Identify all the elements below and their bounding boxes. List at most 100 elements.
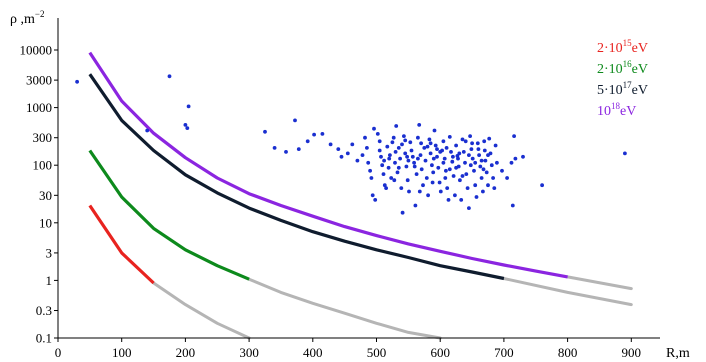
scatter-point [390, 140, 395, 145]
scatter-point [447, 167, 452, 172]
scatter-point [382, 183, 387, 188]
scatter-point [441, 160, 446, 165]
series-2-extrapolation [247, 277, 442, 340]
scatter-point [363, 135, 367, 140]
scatter-point [408, 140, 413, 145]
scatter-point [145, 128, 150, 133]
scatter-point [272, 146, 277, 150]
scatter-point [400, 142, 404, 147]
scatter-point [407, 189, 411, 194]
scatter-point [474, 195, 479, 199]
scatter-point [380, 163, 385, 168]
scatter-point [468, 163, 473, 168]
scatter-point [382, 158, 386, 163]
scatter-point [492, 186, 497, 191]
y-tick-label: 300 [33, 130, 53, 145]
scatter-point [312, 132, 316, 137]
legend-entry: 2·1015eV [597, 38, 648, 56]
scatter-point [396, 165, 401, 170]
scatter-point [377, 139, 382, 144]
scatter-point [423, 158, 428, 163]
y-tick-label: 0.3 [36, 303, 52, 318]
scatter-point [431, 156, 436, 161]
scatter-point [428, 151, 433, 156]
x-axis-title: R,m [666, 346, 690, 361]
scatter-point [422, 146, 427, 150]
scatter-point [395, 170, 400, 175]
scatter-point [477, 153, 481, 158]
scatter-point [438, 150, 443, 154]
scatter-point [479, 176, 484, 180]
scatter-point [459, 198, 464, 202]
scatter-point [540, 183, 544, 188]
scatter-point [413, 203, 418, 208]
scatter-point [431, 170, 436, 175]
scatter-point [403, 151, 408, 156]
scatter-point [379, 154, 383, 159]
scatter-point [388, 153, 392, 158]
scatter-point [284, 150, 288, 154]
scatter-point [399, 186, 404, 191]
scatter-point [461, 150, 466, 154]
scatter-point [419, 141, 423, 146]
y-axis-title: ρ ,m−2 [10, 9, 44, 27]
scatter-point [453, 193, 457, 198]
scatter-point [320, 132, 325, 136]
scatter-point [463, 139, 468, 144]
scatter-point [417, 123, 422, 127]
scatter-point [483, 158, 488, 163]
scatter-point [400, 210, 405, 215]
scatter-point [623, 151, 627, 156]
scatter-point [472, 168, 476, 173]
scatter-point [402, 134, 406, 139]
scatter-point [445, 186, 450, 191]
scatter-point [500, 168, 504, 173]
scatter-point [369, 176, 374, 180]
scatter-point [441, 139, 446, 144]
series-3-line [88, 73, 505, 281]
legend: 2·1015eV 2·1016eV 5·1017eV 1018eV [597, 38, 648, 119]
x-tick-label: 600 [430, 345, 450, 360]
plot-layer [75, 51, 633, 340]
y-tick-label: 10 [39, 215, 52, 230]
scatter-point [404, 164, 409, 169]
scatter-point [384, 186, 388, 191]
scatter-point [416, 156, 420, 161]
y-tick-label: 30 [39, 188, 52, 203]
scatter-point [433, 143, 438, 148]
scatter-point [328, 142, 333, 147]
scatter-point [396, 146, 401, 150]
scatter-point [446, 198, 451, 202]
scatter-point [360, 153, 365, 158]
series-4-extrapolation [566, 275, 633, 291]
y-tick-label: 100 [33, 158, 53, 173]
scatter-point [484, 170, 489, 175]
scatter-point [456, 156, 460, 161]
scatter-point [381, 172, 386, 177]
scatter-point [405, 154, 409, 159]
scatter-point [398, 156, 402, 161]
scatter-point [421, 183, 425, 188]
scatter-point [435, 147, 439, 152]
scatter-point [370, 193, 375, 198]
scatter-point [451, 154, 455, 159]
scatter-point [428, 141, 433, 146]
scatter-point [416, 135, 420, 140]
scatter-point [414, 172, 419, 177]
scatter-point [450, 159, 455, 164]
scatter-point [437, 180, 442, 185]
scatter-point [393, 150, 398, 154]
scatter-point [458, 178, 462, 183]
scatter-point [167, 74, 172, 79]
legend-entry: 5·1017eV [597, 80, 648, 98]
scatter-point [457, 151, 462, 156]
scatter-point [427, 137, 432, 142]
scatter-point [386, 165, 391, 170]
scatter-point [476, 147, 481, 152]
scatter-point [473, 160, 478, 165]
x-tick-label: 0 [55, 345, 62, 360]
scatter-point [505, 176, 509, 180]
scatter-point [377, 148, 382, 153]
scatter-point [263, 129, 267, 134]
